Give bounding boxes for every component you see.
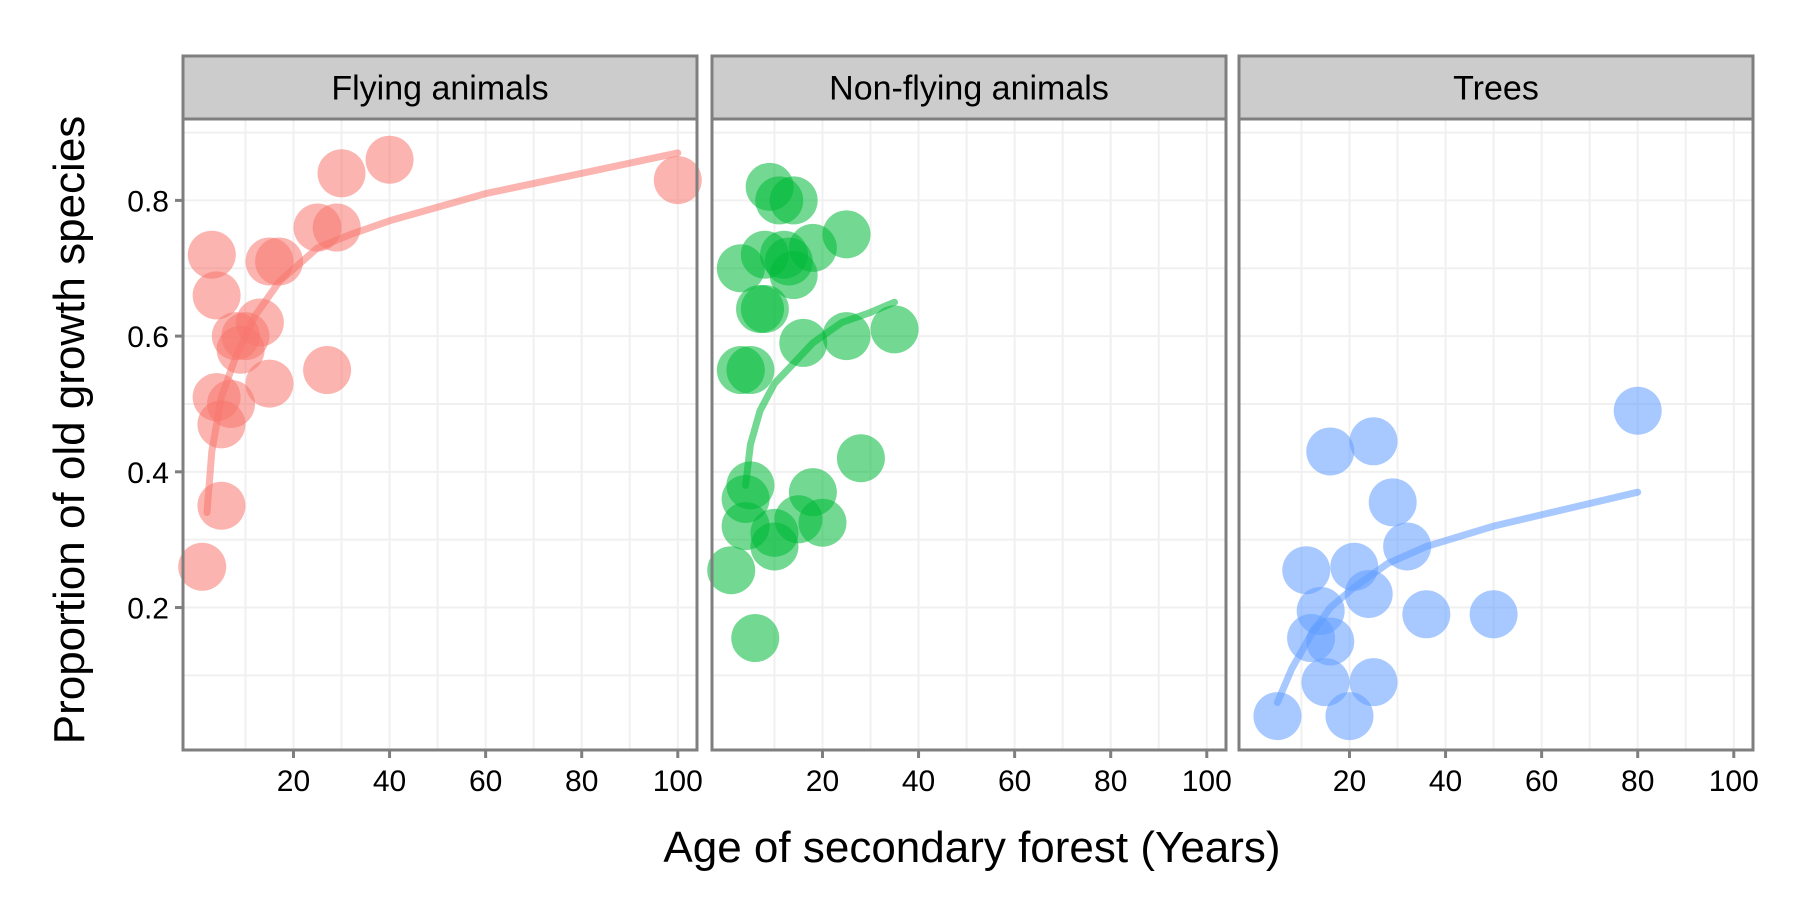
panel-border <box>181 117 699 752</box>
y-axis: 0.2 0.4 0.6 0.8 <box>127 185 183 626</box>
points <box>178 135 702 591</box>
data-point <box>178 542 227 591</box>
x-tick-label: 80 <box>565 765 598 798</box>
data-point <box>245 359 294 408</box>
data-point <box>726 461 775 510</box>
panel-1: Non-flying animals 20 40 60 80 100 <box>707 54 1232 798</box>
data-point <box>1349 417 1398 466</box>
panel-0: Flying animals 20 40 60 80 100 0.2 0.4 0.6 0.8 <box>127 54 703 798</box>
x-tick-label: 60 <box>469 765 502 798</box>
data-point <box>731 614 780 663</box>
x-tick-label: 80 <box>1621 765 1654 798</box>
fit-line <box>742 298 898 489</box>
x-tick-label: 100 <box>1709 765 1759 798</box>
data-point <box>1306 427 1355 476</box>
data-point <box>1368 478 1417 527</box>
panel-strip <box>710 54 1228 121</box>
data-point <box>1613 386 1662 435</box>
data-point <box>1301 658 1350 707</box>
data-point <box>317 149 366 198</box>
panel-2: Trees 20 40 60 80 100 <box>1237 54 1759 798</box>
x-tick-label: 60 <box>998 765 1031 798</box>
data-point <box>1282 546 1331 595</box>
data-point <box>769 176 818 225</box>
x-tick-label: 40 <box>902 765 935 798</box>
data-point <box>1469 590 1518 639</box>
x-tick-label: 20 <box>1333 765 1366 798</box>
data-point <box>1253 692 1302 741</box>
x-axis: 20 40 60 80 100 <box>1333 750 1759 798</box>
panel-border <box>1237 117 1755 752</box>
data-point <box>836 434 885 483</box>
y-axis-title: Proportion of old growth species <box>45 116 94 745</box>
panel-border <box>710 117 1228 752</box>
panel-title: Non-flying animals <box>829 70 1109 108</box>
data-point <box>312 203 361 252</box>
x-axis: 20 40 60 80 100 <box>277 750 703 798</box>
x-axis-title: Age of secondary forest (Years) <box>663 823 1280 872</box>
y-tick-label: 0.6 <box>127 321 169 354</box>
data-point <box>187 230 236 279</box>
data-point <box>653 156 702 205</box>
data-point <box>870 305 919 354</box>
x-tick-label: 60 <box>1525 765 1558 798</box>
x-axis: 20 40 60 80 100 <box>806 750 1232 798</box>
panel-title: Trees <box>1453 70 1539 108</box>
data-point <box>303 346 352 395</box>
x-tick-label: 20 <box>806 765 839 798</box>
panel-strip <box>181 54 699 121</box>
data-point <box>1349 658 1398 707</box>
panels: Flying animals 20 40 60 80 100 0.2 0.4 0.6 0.8 Non… <box>127 54 1759 798</box>
plot-area <box>183 119 697 750</box>
data-point <box>726 346 775 395</box>
gridlines <box>183 119 697 750</box>
points <box>707 162 919 663</box>
data-point <box>779 318 828 367</box>
x-tick-label: 40 <box>373 765 406 798</box>
data-point <box>192 271 241 320</box>
plot-area <box>712 119 1226 750</box>
x-tick-label: 40 <box>1429 765 1462 798</box>
x-tick-label: 100 <box>1182 765 1232 798</box>
data-point <box>822 210 871 259</box>
x-tick-label: 80 <box>1094 765 1127 798</box>
y-tick-label: 0.4 <box>127 457 169 490</box>
data-point <box>1325 692 1374 741</box>
x-tick-label: 100 <box>653 765 703 798</box>
y-tick-label: 0.2 <box>127 593 169 626</box>
y-tick-label: 0.8 <box>127 185 169 218</box>
data-point <box>1306 617 1355 666</box>
data-point <box>740 284 789 333</box>
fit-line <box>1273 488 1642 706</box>
data-point <box>1402 590 1451 639</box>
data-point <box>707 546 756 595</box>
x-tick-label: 20 <box>277 765 310 798</box>
data-point <box>798 498 847 547</box>
fit-line <box>203 149 682 516</box>
panel-title: Flying animals <box>331 70 548 108</box>
data-point <box>365 135 414 184</box>
